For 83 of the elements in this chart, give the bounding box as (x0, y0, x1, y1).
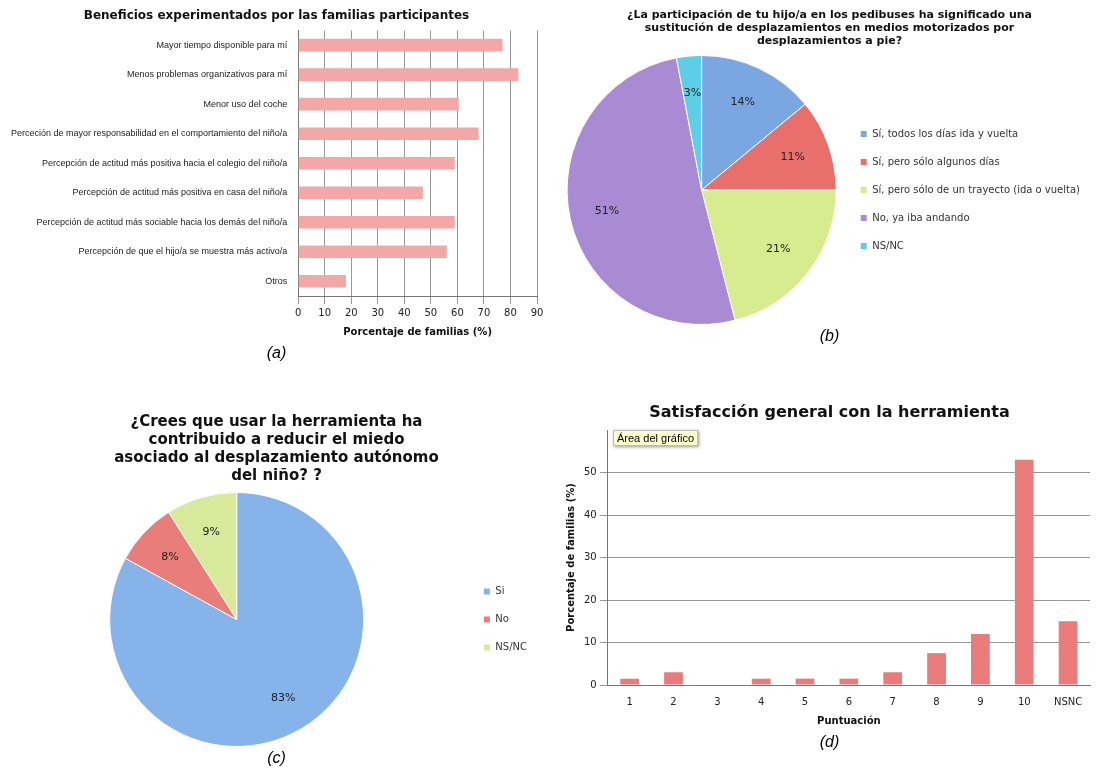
x-tick-label: 40 (397, 306, 411, 318)
x-tick-label: 50 (424, 306, 438, 318)
y-tick-label: 30 (583, 551, 597, 563)
x-tick-label: 6 (845, 695, 853, 707)
data-label: 51% (594, 203, 620, 217)
x-tick-label: 2 (670, 695, 677, 707)
legend-label: Sí, todos los días ida y vuelta (872, 127, 1019, 139)
x-tick-label: 90 (530, 306, 544, 318)
text: (a) (266, 344, 287, 362)
bar (298, 127, 479, 140)
x-axis-title: Puntuación (817, 714, 881, 726)
x-tick-label: 8 (933, 695, 940, 707)
bar (298, 97, 459, 111)
bar (298, 156, 455, 170)
bar (620, 678, 640, 685)
bar (971, 634, 990, 685)
data-label: 11% (780, 150, 805, 164)
data-label: 21% (765, 242, 791, 256)
text: (b) (819, 327, 840, 345)
chart-title: Satisfacción general con la herramienta (649, 402, 1010, 421)
chart-title: ¿Crees que usar la herramienta ha contribuido a reducir el miedo asociado al desplazamiento autónomo del niño? ? (113, 412, 440, 484)
bar (883, 672, 903, 685)
y-tick-label: Perceción de mayor responsabilidad en el comportamiento del niño/a (10, 128, 288, 139)
x-tick-label: 9 (977, 695, 984, 707)
x-tick-label: 60 (451, 306, 464, 318)
y-tick-label: 40 (583, 508, 597, 520)
x-tick-label: 70 (477, 306, 491, 318)
x-tick-label: 10 (318, 306, 332, 318)
y-tick-label: Percepción de actitud más sociable hacia los demás del niño/a (36, 216, 288, 227)
bar (298, 186, 423, 200)
data-label: 3% (683, 86, 702, 100)
text: (c) (267, 749, 286, 767)
legend-label: NS/NC (872, 239, 904, 251)
x-tick-label: 5 (801, 695, 809, 707)
chart-title: ¿La participación de tu hijo/a en los pedibuses ha significado una sustitución de desplazamientos en medios motorizados por desplazamientos a pie? (626, 8, 1033, 47)
bar (298, 274, 346, 288)
y-tick-label: Percepción de que el hijo/a se muestra más activo/a (78, 246, 288, 257)
data-label: 83% (270, 691, 296, 705)
text: (d) (819, 733, 840, 751)
data-label: 9% (202, 524, 220, 538)
x-tick-label: 10 (1017, 695, 1031, 707)
legend-label: Sí, pero sólo de un trayecto (ida o vuelta) (872, 183, 1081, 195)
bar (1058, 621, 1078, 685)
x-tick-label: 4 (757, 695, 765, 707)
bar (298, 245, 447, 259)
y-tick-label: 20 (583, 593, 597, 605)
x-tick-label: 3 (714, 695, 721, 707)
legend-label: No (495, 613, 509, 625)
x-tick-label: 80 (504, 306, 517, 318)
chart-title: Beneficios experimentados por las familias participantes (83, 8, 470, 22)
y-tick-label: Menos problemas organizativos para mí (127, 69, 288, 80)
y-tick-label: Menor uso del coche (203, 98, 288, 109)
data-label: 8% (161, 549, 179, 563)
bar (751, 678, 771, 685)
y-tick-label: Otros (265, 275, 288, 286)
bar (795, 678, 815, 685)
bar (927, 653, 946, 685)
y-tick-label: 0 (590, 678, 597, 690)
x-tick-label: 0 (294, 306, 302, 318)
annotation: Área del gráfico (613, 430, 699, 446)
x-tick-label: 7 (889, 695, 896, 707)
legend-label: No, ya iba andando (872, 211, 970, 223)
y-tick-label: Mayor tiempo disponible para mí (156, 39, 288, 50)
data-label: 14% (730, 95, 756, 109)
bar (1014, 459, 1034, 685)
legend-label: Sí, pero sólo algunos días (872, 155, 1000, 167)
y-tick-label: 10 (583, 636, 597, 648)
bar (298, 38, 503, 52)
legend-label: Si (495, 585, 505, 597)
x-tick-label: 20 (344, 306, 358, 318)
y-tick-label: Percepción de actitud más positiva en casa del niño/a (72, 187, 288, 198)
y-tick-label: Percepción de actitud más positiva hacia el colegio del niño/a (42, 157, 288, 168)
y-tick-label: 50 (583, 466, 597, 478)
bar (839, 678, 859, 685)
y-axis-title: Porcentaje de familias (%) (564, 483, 576, 632)
x-axis-title: Porcentaje de familias (%) (343, 325, 492, 337)
x-tick-label: NSNC (1053, 695, 1083, 707)
bar (664, 672, 683, 685)
legend-label: NS/NC (495, 641, 528, 653)
bar (298, 68, 519, 81)
x-tick-label: 1 (626, 695, 633, 707)
bar (298, 215, 455, 229)
x-tick-label: 30 (371, 306, 385, 318)
